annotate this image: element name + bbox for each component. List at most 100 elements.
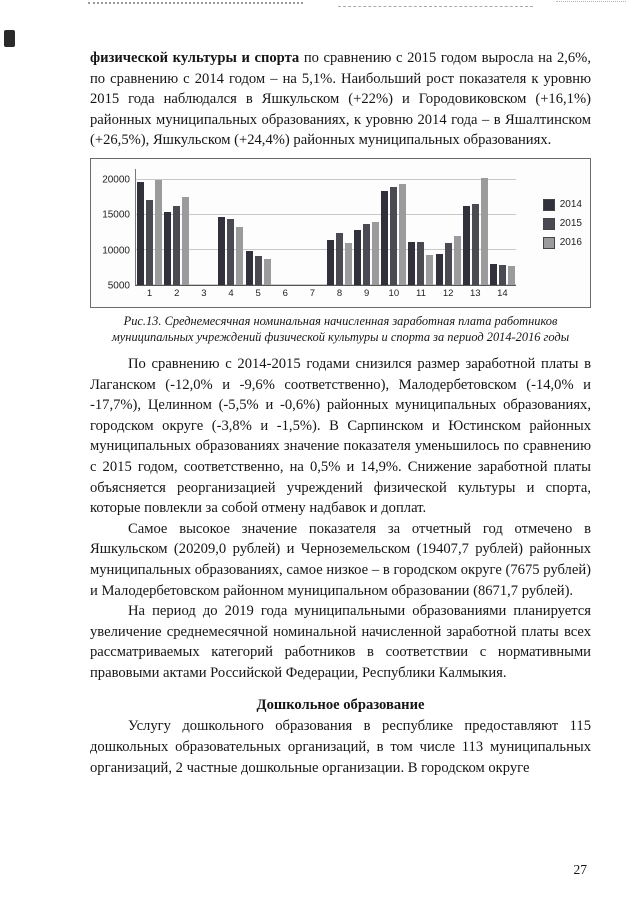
legend-label: 2015 — [559, 218, 582, 230]
bar-2014 — [435, 254, 443, 285]
chart-x-tick: 12 — [442, 287, 454, 299]
chart-y-tick: 20000 — [102, 174, 130, 186]
bar-2014 — [137, 182, 145, 285]
intro-bold-lead: физической культуры и спорта — [90, 50, 300, 66]
bar-2016 — [263, 259, 271, 285]
intro-text: по сравнению с 2015 годом выросла на 2,6… — [90, 50, 591, 149]
chart-x-tick: 9 — [364, 287, 370, 299]
bar-2014 — [354, 230, 362, 285]
chart-y-axis: 5000 10000 15000 20000 — [97, 169, 135, 301]
scan-artifact-mark — [4, 30, 15, 47]
bar-group — [380, 169, 407, 285]
bar-group — [163, 169, 190, 285]
bar-2014 — [408, 242, 416, 285]
chart-x-tick: 2 — [174, 287, 180, 299]
bar-group — [326, 169, 353, 285]
chart-x-tick: 1 — [146, 287, 153, 299]
bar-2016 — [426, 254, 434, 285]
bar-2015 — [498, 265, 506, 285]
legend-label: 2016 — [559, 237, 582, 249]
bar-2014 — [218, 216, 226, 285]
chart-x-tick: 4 — [228, 287, 234, 299]
page-number: 27 — [573, 862, 588, 877]
bar-2015 — [254, 256, 262, 285]
bar-2015 — [363, 223, 371, 285]
bar-group — [462, 169, 489, 285]
bar-2016 — [453, 236, 461, 285]
bar-2014 — [164, 211, 172, 285]
bar-group — [136, 169, 163, 285]
bar-2016 — [372, 222, 380, 285]
bar-group — [407, 169, 434, 285]
bar-2016 — [182, 197, 190, 285]
chart-x-tick: 5 — [255, 287, 261, 299]
bar-2015 — [417, 242, 425, 285]
bar-2014 — [462, 205, 470, 285]
chart-x-tick: 11 — [416, 287, 426, 299]
bar-group — [272, 169, 299, 285]
legend-swatch — [542, 217, 555, 230]
chart-gridline — [136, 178, 516, 180]
bar-2014 — [489, 264, 497, 285]
chart-x-tick: 6 — [282, 287, 288, 299]
bar-2014 — [381, 190, 389, 285]
body-paragraph: Услугу дошкольного образования в республ… — [90, 718, 591, 776]
legend-label: 2014 — [559, 199, 582, 211]
chart-x-tick: 8 — [336, 287, 343, 299]
scan-artifact-dash — [88, 2, 303, 4]
chart-x-tick: 14 — [497, 287, 508, 299]
bar-2015 — [471, 203, 479, 285]
bar-group — [190, 169, 217, 285]
chart-y-labels: 5000 10000 15000 20000 — [97, 169, 135, 291]
bar-2014 — [327, 239, 335, 285]
chart-gridline — [136, 283, 516, 285]
page-content: физической культуры и спорта по сравнени… — [90, 48, 591, 778]
bar-group — [217, 169, 244, 285]
chart-gridline — [136, 213, 516, 215]
legend-item-2014: 2014 — [542, 198, 582, 211]
chart-inner: 5000 10000 15000 20000 1 2 3 4 5 6 7 8 9 10 11 12 13 14 — [97, 168, 516, 301]
bar-2015 — [173, 205, 181, 285]
bar-2015 — [336, 232, 344, 285]
bar-2016 — [507, 266, 515, 285]
legend-item-2016: 2016 — [542, 236, 582, 249]
bar-group — [353, 169, 380, 285]
bar-2016 — [236, 227, 244, 285]
bar-2015 — [227, 218, 235, 285]
bar-2015 — [390, 187, 398, 285]
legend-swatch — [542, 198, 555, 211]
bar-group — [299, 169, 326, 285]
wage-bar-chart: 5000 10000 15000 20000 1 2 3 4 5 6 7 8 9 10 11 12 13 14 … — [90, 157, 591, 308]
body-paragraph: По сравнению с 2014-2015 годами снизился… — [90, 355, 591, 517]
chart-plot — [135, 168, 516, 286]
bar-2016 — [399, 183, 407, 285]
intro-paragraph: физической культуры и спорта по сравнени… — [90, 48, 591, 151]
chart-plot-wrap: 1 2 3 4 5 6 7 8 9 10 11 12 13 14 — [135, 168, 516, 301]
bar-2015 — [444, 242, 452, 285]
legend-item-2015: 2015 — [542, 217, 582, 230]
chart-x-tick: 10 — [388, 287, 400, 299]
chart-x-labels: 1 2 3 4 5 6 7 8 9 10 11 12 13 14 — [136, 286, 516, 301]
bar-2016 — [480, 178, 488, 285]
body-paragraph: На период до 2019 года муниципальными об… — [90, 603, 591, 681]
legend-swatch — [542, 236, 555, 249]
figure-caption: Рис.13. Среднемесячная номинальная начис… — [111, 313, 570, 344]
bar-group — [435, 169, 462, 285]
chart-x-tick: 7 — [309, 287, 316, 299]
body-paragraph: Самое высокое значение показателя за отч… — [90, 520, 591, 599]
chart-x-tick: 3 — [201, 287, 207, 299]
bar-2016 — [345, 242, 353, 285]
bar-group — [489, 169, 516, 285]
chart-y-tick: 5000 — [107, 280, 130, 292]
bar-2014 — [245, 251, 253, 285]
section-heading: Дошкольное образование — [256, 697, 425, 714]
bar-group — [245, 169, 272, 285]
chart-y-tick: 15000 — [102, 209, 130, 221]
bar-2016 — [155, 179, 163, 285]
scan-artifact-dash — [338, 6, 533, 7]
scan-artifact-dash — [556, 1, 626, 2]
chart-x-tick: 13 — [469, 287, 481, 299]
chart-legend: 2014 2015 2016 — [542, 198, 582, 256]
chart-y-tick: 10000 — [102, 245, 130, 257]
